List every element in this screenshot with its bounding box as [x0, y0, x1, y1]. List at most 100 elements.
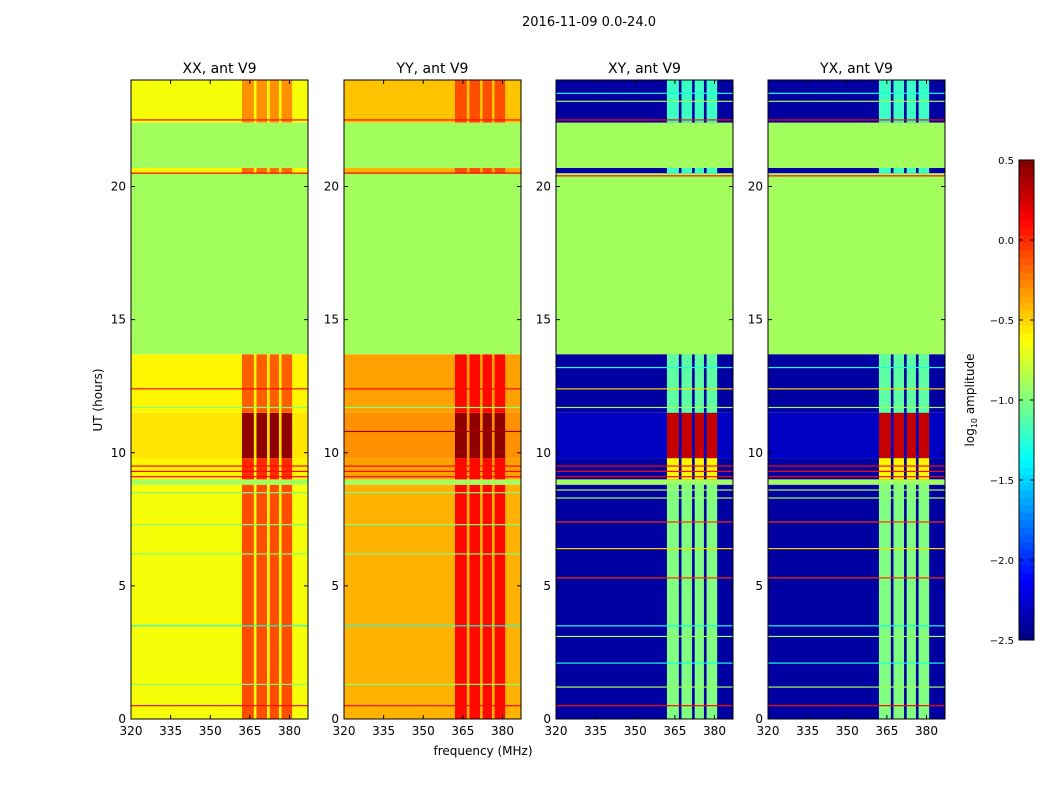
heatmap-cell: [666, 458, 679, 480]
heatmap-cell: [694, 173, 704, 355]
colorbar-segment: [1019, 534, 1034, 543]
heatmap-cell: [494, 412, 506, 459]
heatmap-cell: [281, 484, 293, 719]
colorbar-segment: [1019, 497, 1034, 506]
colorbar-tick-label: −2.0: [990, 556, 1014, 567]
x-tick-label: 350: [836, 724, 859, 738]
flag-line: [768, 521, 945, 523]
colorbar-segment: [1019, 624, 1034, 633]
flag-line: [556, 497, 733, 499]
heatmap-cell: [893, 167, 905, 174]
y-tick-label: 5: [543, 579, 551, 593]
flag-line: [768, 388, 945, 390]
flag-line: [768, 497, 945, 499]
x-tick-label: 350: [199, 724, 222, 738]
colorbar-segment: [1019, 219, 1034, 228]
suptitle: 2016-11-09 0.0-24.0: [522, 15, 656, 30]
y-tick-label: 10: [324, 446, 339, 460]
colorbar-segment: [1019, 399, 1034, 408]
x-tick-label: 380: [703, 724, 726, 738]
heatmap-cell: [256, 354, 268, 413]
colorbar-segment: [1019, 362, 1034, 371]
y-tick-label: 0: [118, 712, 126, 726]
colorbar-segment: [1019, 272, 1034, 281]
heatmap-cell: [281, 167, 293, 174]
flag-line: [131, 705, 308, 707]
heatmap-cell: [241, 167, 254, 174]
heatmap-cell: [681, 173, 693, 355]
colorbar-segment: [1019, 609, 1034, 618]
flag-line: [768, 635, 945, 638]
colorbar-segment: [1019, 587, 1034, 596]
colorbar-segment: [1019, 212, 1034, 221]
colorbar-segment: [1019, 579, 1034, 588]
colorbar-segment: [1019, 204, 1034, 213]
axes-frame: [130, 79, 309, 720]
heatmap-cell: [893, 412, 905, 459]
heatmap-cell: [241, 80, 254, 123]
y-tick-label: 20: [536, 180, 551, 194]
heatmap-cell: [556, 484, 733, 719]
heatmap-cell: [706, 167, 718, 174]
panel-xy: XY, ant V9 320 335 350 365 380 0 5 10 15 20: [536, 61, 734, 738]
colorbar-segment: [1019, 159, 1034, 168]
heatmap-cell: [281, 458, 293, 480]
heatmap-cell: [241, 173, 254, 355]
colorbar-segment: [1019, 369, 1034, 378]
colorbar-tick-label: −0.5: [990, 316, 1014, 327]
colorbar-segment: [1019, 422, 1034, 431]
heatmap-cell: [454, 479, 467, 485]
y-tick-label: 15: [324, 313, 339, 327]
colorbar-tick-label: −2.5: [990, 636, 1014, 647]
heatmap-cell: [906, 122, 916, 168]
flag-line: [344, 625, 521, 627]
heatmap-cell: [666, 484, 679, 719]
heatmap-cell: [556, 122, 733, 168]
axes-frame: [555, 79, 734, 720]
flag-line: [768, 489, 945, 491]
flag-line: [768, 625, 945, 627]
flag-line: [768, 686, 945, 688]
heatmap-cell: [256, 80, 268, 123]
colorbar-segment: [1019, 174, 1034, 183]
flag-line: [556, 465, 733, 467]
heatmap-cell: [918, 484, 930, 719]
heatmap-cell: [494, 167, 506, 174]
colorbar-segment: [1019, 504, 1034, 513]
heatmap-cell: [681, 354, 693, 413]
heatmap-cell: [878, 412, 891, 459]
flag-line: [556, 635, 733, 638]
heatmap-cell: [906, 484, 916, 719]
x-tick-label: 320: [545, 724, 568, 738]
heatmap-cell: [918, 412, 930, 459]
flag-line: [344, 430, 521, 433]
panel-xx: XX, ant V9 320 335 350 365 380 0 5 10 15 20: [111, 61, 309, 738]
heatmap-cell: [918, 167, 930, 174]
heatmap-cell: [256, 122, 268, 168]
x-tick-label: 365: [663, 724, 686, 738]
heatmap-cell: [694, 122, 704, 168]
heatmap-cell: [681, 412, 693, 459]
heatmap-cell: [666, 173, 679, 355]
heatmap-cell: [482, 484, 492, 719]
flag-line: [344, 524, 521, 526]
heatmap-cell: [706, 479, 718, 485]
flag-line: [344, 465, 521, 467]
y-tick-label: 0: [543, 712, 551, 726]
heatmap-cell: [681, 458, 693, 480]
heatmap-cell: [681, 122, 693, 168]
y-tick-label: 15: [536, 313, 551, 327]
heatmap-cell: [893, 122, 905, 168]
colorbar-label-main: log: [963, 428, 977, 446]
heatmap-cell: [469, 80, 481, 123]
flag-line: [768, 548, 945, 550]
flag-line: [131, 683, 308, 685]
heatmap-cell: [556, 412, 733, 459]
heatmap-cell: [241, 479, 254, 485]
colorbar-segment: [1019, 189, 1034, 198]
colorbar-segment: [1019, 317, 1034, 326]
heatmap-cell: [482, 458, 492, 480]
colorbar-segment: [1019, 354, 1034, 363]
